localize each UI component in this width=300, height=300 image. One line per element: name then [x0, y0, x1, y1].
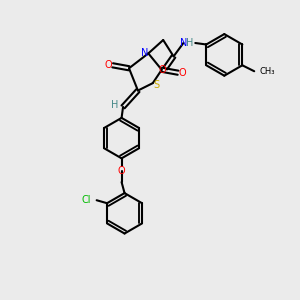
Text: H: H	[111, 100, 118, 110]
Text: O: O	[104, 60, 112, 70]
Text: O: O	[118, 166, 125, 176]
Text: O: O	[158, 65, 166, 75]
Text: Cl: Cl	[82, 195, 91, 205]
Text: N: N	[180, 38, 187, 48]
Text: H: H	[186, 38, 194, 48]
Text: S: S	[153, 80, 159, 90]
Text: O: O	[179, 68, 186, 78]
Text: CH₃: CH₃	[260, 67, 275, 76]
Text: N: N	[141, 48, 148, 59]
